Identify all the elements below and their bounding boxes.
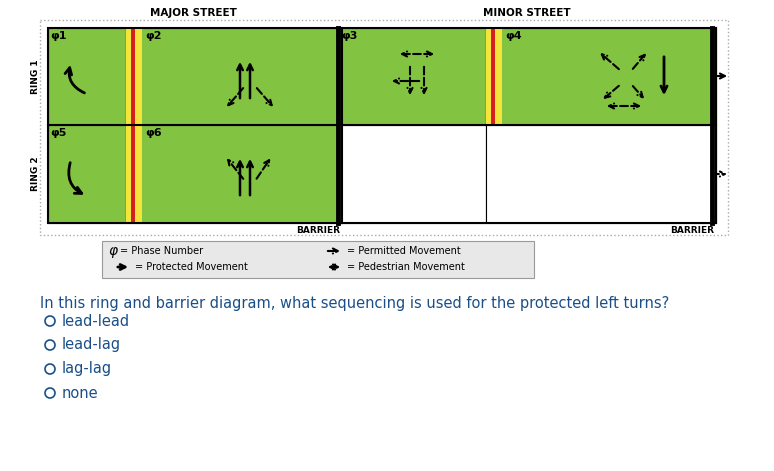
Bar (338, 28, 486, 125)
Text: = Permitted Movement: = Permitted Movement (347, 246, 461, 256)
Bar (338, 125, 486, 223)
Text: RING 1: RING 1 (30, 59, 39, 94)
Bar (40, 20, 728, 235)
Text: lead-lag: lead-lag (62, 338, 121, 352)
Text: φ4: φ4 (505, 31, 522, 41)
FancyBboxPatch shape (102, 241, 534, 278)
Text: φ: φ (108, 244, 118, 258)
Text: φ1: φ1 (50, 31, 67, 41)
Bar (126, 125, 142, 223)
Text: = Protected Movement: = Protected Movement (135, 262, 248, 272)
Text: BARRIER: BARRIER (296, 226, 340, 235)
Text: MAJOR STREET: MAJOR STREET (149, 8, 236, 18)
Text: none: none (62, 385, 98, 400)
Text: In this ring and barrier diagram, what sequencing is used for the protected left: In this ring and barrier diagram, what s… (40, 296, 670, 311)
Bar (486, 125, 716, 223)
Bar (48, 28, 126, 125)
Text: φ5: φ5 (50, 128, 67, 138)
Text: lag-lag: lag-lag (62, 362, 112, 376)
Text: φ2: φ2 (145, 31, 162, 41)
Bar (491, 28, 495, 125)
Text: φ6: φ6 (145, 128, 162, 138)
Bar (48, 125, 126, 223)
Bar (126, 125, 338, 223)
Bar (48, 28, 716, 223)
Bar (486, 28, 502, 125)
Text: = Pedestrian Movement: = Pedestrian Movement (347, 262, 465, 272)
Bar (126, 28, 142, 125)
Text: lead-lead: lead-lead (62, 314, 130, 328)
Bar (486, 28, 716, 125)
Text: RING 2: RING 2 (30, 157, 39, 191)
Bar (126, 28, 338, 125)
Bar (131, 125, 135, 223)
Text: MINOR STREET: MINOR STREET (483, 8, 570, 18)
Text: = Phase Number: = Phase Number (120, 246, 203, 256)
Bar (131, 28, 135, 125)
Text: φ3: φ3 (341, 31, 358, 41)
Text: BARRIER: BARRIER (670, 226, 714, 235)
